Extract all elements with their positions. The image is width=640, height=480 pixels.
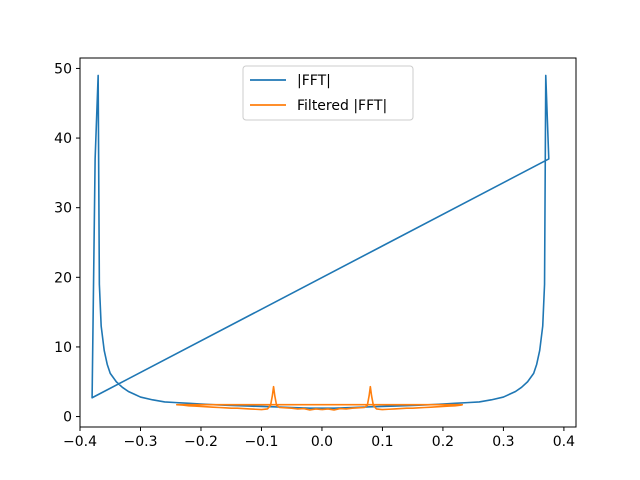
series-layer [91, 74, 550, 411]
y-tick-label: 30 [54, 201, 72, 217]
y-tick-label: 20 [54, 270, 72, 286]
x-tick-label: 0.4 [553, 434, 575, 450]
plot-frame [79, 57, 577, 428]
legend-label-filtered-fft: Filtered |FFT| [297, 98, 387, 114]
x-tick-label: 0.3 [492, 434, 514, 450]
x-tick-label: −0.3 [123, 434, 157, 450]
x-axis: −0.4 −0.3 −0.2 −0.1 0.0 0.1 0.2 0.3 0.4 [63, 427, 575, 450]
y-tick-label: 40 [54, 131, 72, 147]
series-line-filtered-fft [175, 385, 464, 411]
x-tick-label: −0.4 [63, 434, 97, 450]
legend: |FFT| Filtered |FFT| [242, 65, 414, 121]
y-axis: 0 10 20 30 40 50 [54, 61, 80, 426]
legend-label-fft: |FFT| [297, 73, 331, 89]
x-tick-label: −0.1 [244, 434, 278, 450]
x-tick-label: 0.0 [311, 434, 333, 450]
y-tick-label: 10 [54, 340, 72, 356]
y-tick-label: 50 [54, 61, 72, 77]
series-line-fft [91, 74, 550, 409]
x-tick-label: 0.1 [371, 434, 393, 450]
x-tick-label: −0.2 [184, 434, 218, 450]
x-tick-label: 0.2 [432, 434, 454, 450]
y-tick-label: 0 [63, 410, 72, 426]
